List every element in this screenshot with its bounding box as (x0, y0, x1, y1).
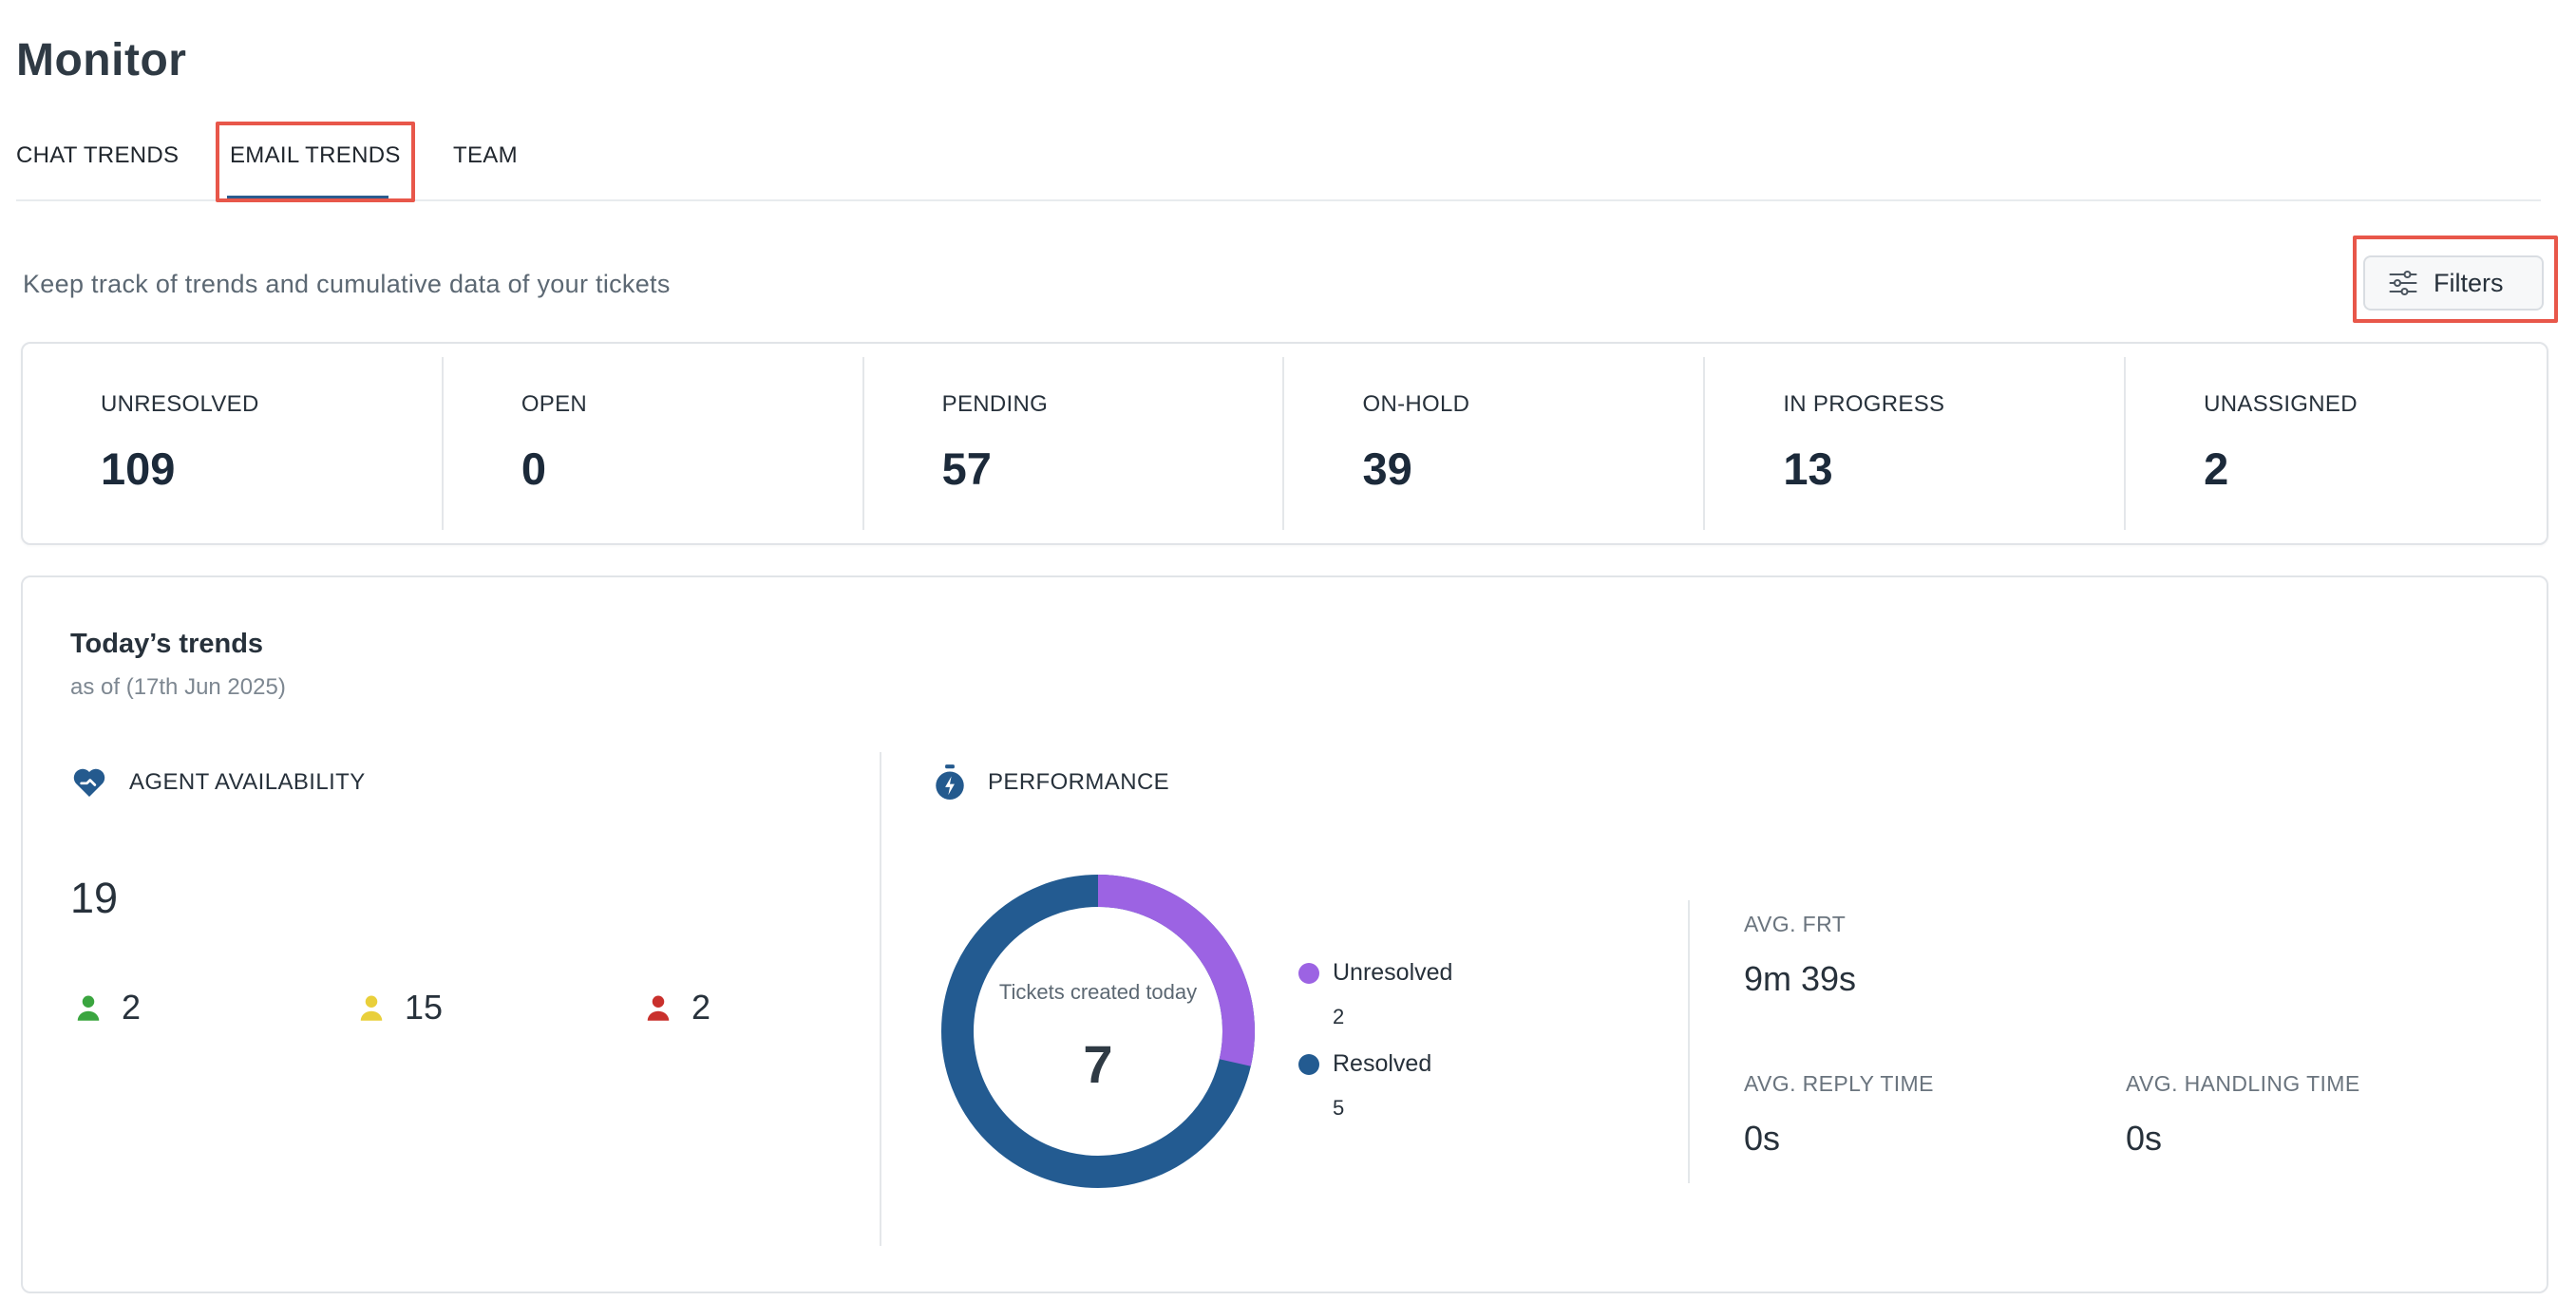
stat-label: IN PROGRESS (1783, 391, 1945, 417)
legend-resolved-count: 5 (1333, 1096, 1345, 1120)
section-divider (880, 752, 881, 1246)
legend-resolved-label: Resolved (1333, 1050, 1432, 1077)
legend-dot-unresolved (1298, 962, 1319, 984)
metrics-divider (1688, 900, 1690, 1183)
active-tab-indicator (227, 196, 388, 200)
stat-value: 2 (2204, 443, 2229, 494)
stat-value: 0 (521, 443, 546, 494)
todays-trends-card: Today’s trends as of (17th Jun 2025) AGE… (21, 575, 2548, 1293)
stat-label: UNRESOLVED (101, 391, 259, 417)
trends-title: Today’s trends (70, 629, 264, 659)
legend-unresolved-count: 2 (1333, 1005, 1345, 1028)
donut-caption: Tickets created today (998, 980, 1198, 1004)
stat-in-progress[interactable]: IN PROGRESS 13 (1705, 344, 2126, 543)
user-online-icon (77, 995, 100, 1021)
stat-open[interactable]: OPEN 0 (444, 344, 864, 543)
agent-busy: 2 (646, 988, 710, 1028)
avg-reply-time-label: AVG. REPLY TIME (1744, 1071, 1934, 1096)
agent-availability-header: AGENT AVAILABILITY (70, 764, 366, 801)
page-title: Monitor (16, 35, 187, 85)
agent-online-count: 2 (122, 988, 142, 1027)
avg-handling-time-value: 0s (2126, 1119, 2163, 1158)
stat-on-hold[interactable]: ON-HOLD 39 (1284, 344, 1706, 543)
agent-online: 2 (76, 988, 141, 1028)
tab-team[interactable]: TEAM (453, 142, 518, 168)
legend-unresolved-label: Unresolved (1333, 959, 1453, 986)
filters-label: Filters (2434, 268, 2504, 297)
ticket-stats-card: UNRESOLVED 109 OPEN 0 PENDING 57 ON-HOLD… (21, 342, 2548, 545)
avg-reply-time-value: 0s (1744, 1119, 1781, 1158)
user-away-icon (360, 995, 383, 1021)
agent-away: 15 (359, 988, 443, 1028)
stat-label: OPEN (521, 391, 588, 417)
performance-header: PERFORMANCE (933, 764, 1169, 801)
stat-value: 109 (101, 443, 176, 494)
agent-away-count: 15 (405, 988, 444, 1027)
stat-label: UNASSIGNED (2204, 391, 2358, 417)
stat-unassigned[interactable]: UNASSIGNED 2 (2126, 344, 2547, 543)
agent-busy-count: 2 (691, 988, 711, 1027)
heart-hand-icon (73, 768, 105, 797)
avg-handling-time-label: AVG. HANDLING TIME (2126, 1071, 2360, 1096)
legend-unresolved: Unresolved (1298, 959, 1452, 987)
stopwatch-icon (936, 764, 964, 800)
avg-frt-label: AVG. FRT (1744, 912, 1847, 936)
legend-resolved: Resolved (1298, 1050, 1431, 1078)
user-busy-icon (647, 995, 670, 1021)
tickets-donut-chart (941, 875, 1255, 1188)
stat-pending[interactable]: PENDING 57 (864, 344, 1285, 543)
stat-unresolved[interactable]: UNRESOLVED 109 (23, 344, 444, 543)
legend-dot-resolved (1298, 1053, 1319, 1075)
performance-label: PERFORMANCE (988, 769, 1170, 795)
filters-button[interactable]: Filters (2363, 255, 2544, 311)
avg-frt-value: 9m 39s (1744, 959, 1857, 998)
stat-label: PENDING (941, 391, 1049, 417)
sliders-icon (2389, 270, 2417, 296)
tab-email-trends[interactable]: EMAIL TRENDS (230, 142, 401, 168)
page-subtitle: Keep track of trends and cumulative data… (23, 270, 671, 298)
tab-chat-trends[interactable]: CHAT TRENDS (16, 142, 180, 168)
agent-availability-label: AGENT AVAILABILITY (129, 769, 366, 795)
stat-value: 39 (1362, 443, 1412, 494)
tab-bar: CHAT TRENDS EMAIL TRENDS TEAM (16, 123, 2541, 201)
donut-total: 7 (1083, 1034, 1113, 1094)
stat-value: 13 (1783, 443, 1833, 494)
trends-date: as of (17th Jun 2025) (70, 674, 286, 700)
stat-label: ON-HOLD (1362, 391, 1470, 417)
agent-total: 19 (70, 874, 119, 922)
stat-value: 57 (941, 443, 992, 494)
donut-unresolved-arc (941, 875, 1255, 1188)
